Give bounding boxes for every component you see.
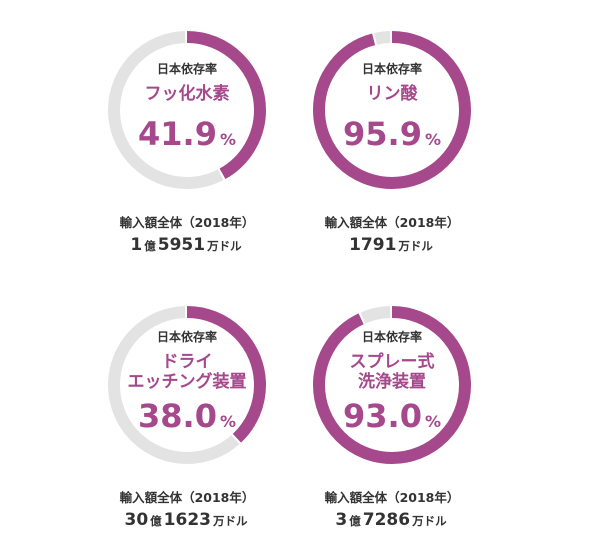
- donut-value-arc: [108, 31, 266, 189]
- total-part: 万ドル: [412, 514, 447, 528]
- total-part: 1623: [163, 510, 211, 530]
- total-part: 3: [335, 510, 348, 530]
- donut-card-2: 日本依存率 リン酸 95.9% 輸入額全体（2018年） 1791 万ドル: [312, 30, 472, 280]
- percentage-unit: %: [219, 412, 236, 431]
- donut-value-arc: [313, 306, 471, 464]
- import-total-label: 輸入額全体（2018年）: [119, 490, 255, 505]
- percentage-value: 41.9: [138, 115, 217, 153]
- import-total-value: 3 億 7286 万ドル: [292, 510, 492, 530]
- import-total-label: 輸入額全体（2018年）: [324, 490, 460, 505]
- total-part: 億: [150, 514, 162, 528]
- donut-card-3: 日本依存率 ドライ エッチング装置 38.0% 輸入額全体（2018年） 30 億…: [107, 305, 267, 555]
- import-total-label: 輸入額全体（2018年）: [324, 215, 460, 230]
- total-part: 1: [130, 235, 143, 255]
- total-part: 億: [144, 239, 156, 253]
- item-name-line: フッ化水素: [144, 84, 230, 104]
- item-name: ドライ エッチング装置: [128, 352, 247, 392]
- donut-ring: [108, 31, 266, 189]
- total-part: 万ドル: [213, 514, 248, 528]
- item-name-line: 洗浄装置: [358, 372, 426, 392]
- dependency-label: 日本依存率: [156, 62, 217, 76]
- percentage: 41.9%: [138, 116, 236, 158]
- item-name: リン酸: [367, 84, 418, 104]
- import-total-value: 1 億 5951 万ドル: [87, 235, 287, 255]
- item-name-line: スプレー式: [349, 352, 435, 372]
- percentage: 93.0%: [343, 398, 441, 440]
- percentage: 38.0%: [138, 398, 236, 440]
- import-total-value: 30 億 1623 万ドル: [87, 510, 287, 530]
- total-part: 30: [124, 510, 149, 530]
- donut-remainder-arc: [108, 31, 266, 189]
- item-name: スプレー式 洗浄装置: [350, 352, 435, 392]
- item-name: フッ化水素: [145, 84, 230, 104]
- percentage-unit: %: [424, 412, 441, 431]
- percentage-unit: %: [424, 130, 441, 149]
- dependency-label: 日本依存率: [361, 62, 422, 76]
- import-total-value: 1791 万ドル: [292, 235, 492, 255]
- donut-value-arc: [313, 31, 471, 189]
- percentage-unit: %: [219, 130, 236, 149]
- donut-card-1: 日本依存率 フッ化水素 41.9% 輸入額全体（2018年） 1 億 5951 万ドル: [107, 30, 267, 280]
- dependency-label: 日本依存率: [156, 330, 217, 344]
- dependency-label: 日本依存率: [361, 330, 422, 344]
- percentage-value: 95.9: [343, 115, 422, 153]
- import-total-label: 輸入額全体（2018年）: [119, 215, 255, 230]
- total-part: 億: [349, 514, 361, 528]
- total-part: 1791: [349, 235, 397, 255]
- percentage-value: 93.0: [343, 397, 422, 435]
- item-name-line: リン酸: [366, 84, 418, 104]
- item-name-line: エッチング装置: [127, 372, 247, 392]
- percentage: 95.9%: [343, 116, 441, 158]
- donut-ring: [313, 31, 471, 189]
- total-part: 万ドル: [398, 239, 433, 253]
- total-part: 万ドル: [207, 239, 242, 253]
- item-name-line: ドライ: [161, 352, 213, 372]
- percentage-value: 38.0: [138, 397, 217, 435]
- donut-ring: [108, 306, 266, 464]
- donut-ring: [313, 306, 471, 464]
- total-part: 5951: [157, 235, 206, 255]
- donut-value-arc: [108, 306, 266, 464]
- donut-card-4: 日本依存率 スプレー式 洗浄装置 93.0% 輸入額全体（2018年） 3 億 72…: [312, 305, 472, 555]
- donut-remainder-arc: [108, 306, 266, 464]
- total-part: 7286: [362, 510, 411, 530]
